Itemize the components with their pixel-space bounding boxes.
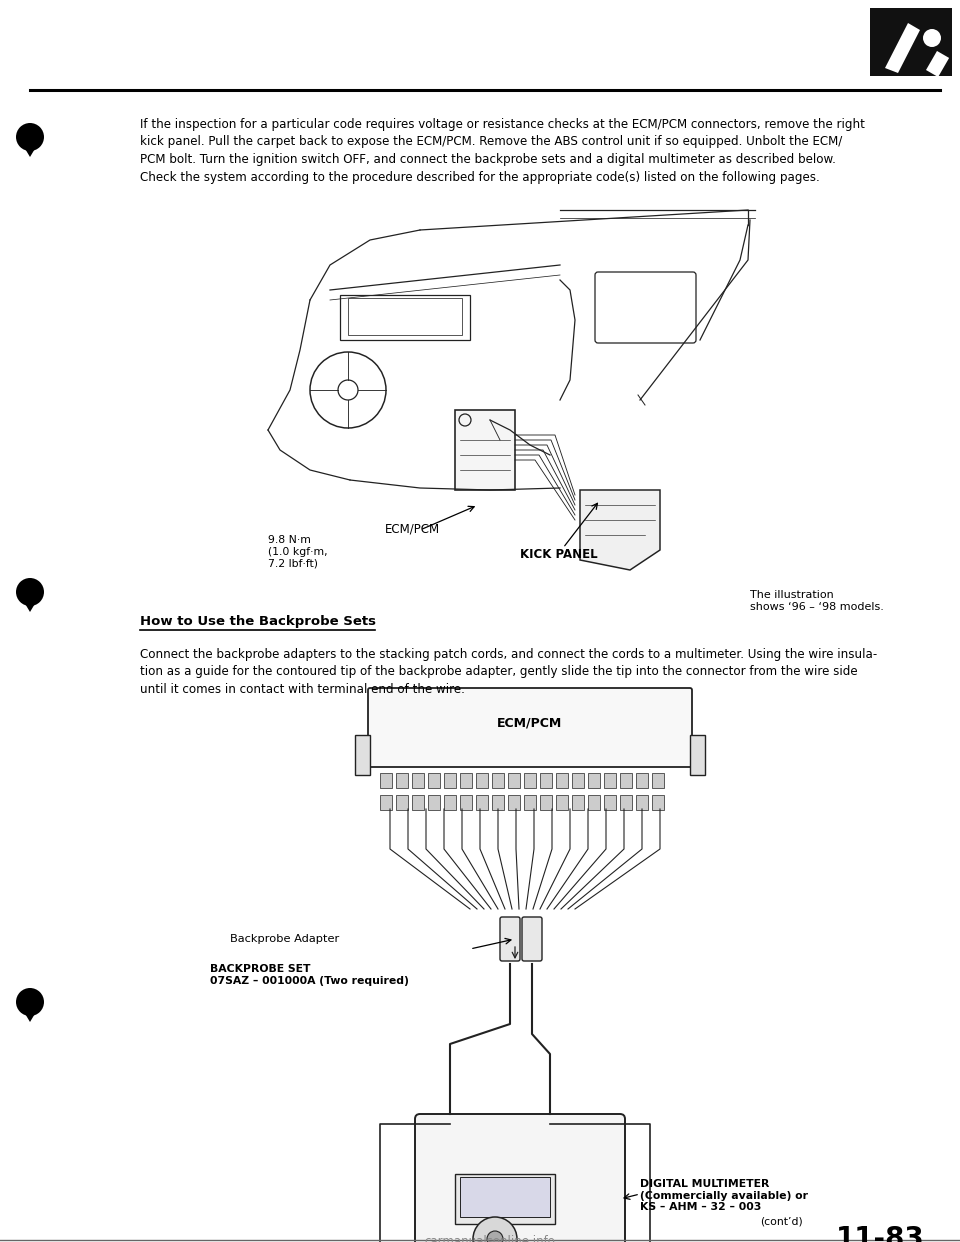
Bar xyxy=(428,795,440,810)
Text: ECM/PCM: ECM/PCM xyxy=(385,523,440,537)
Bar xyxy=(508,773,520,787)
Bar xyxy=(460,1177,550,1217)
Bar xyxy=(380,773,392,787)
Bar xyxy=(396,773,408,787)
Text: tion as a guide for the contoured tip of the backprobe adapter, gently slide the: tion as a guide for the contoured tip of… xyxy=(140,666,857,678)
Bar xyxy=(588,773,600,787)
Bar xyxy=(572,795,584,810)
Circle shape xyxy=(16,578,44,606)
Text: Connect the backprobe adapters to the stacking patch cords, and connect the cord: Connect the backprobe adapters to the st… xyxy=(140,648,877,661)
Polygon shape xyxy=(18,592,42,612)
Bar xyxy=(620,795,632,810)
Text: carmanualsonline.info: carmanualsonline.info xyxy=(424,1235,556,1242)
Bar xyxy=(492,795,504,810)
Bar xyxy=(340,296,470,340)
Bar xyxy=(636,773,648,787)
Text: DIGITAL MULTIMETER
(Commercially available) or
KS – AHM – 32 – 003: DIGITAL MULTIMETER (Commercially availab… xyxy=(640,1179,808,1212)
Circle shape xyxy=(16,123,44,152)
Bar xyxy=(540,773,552,787)
Circle shape xyxy=(487,1231,503,1242)
Bar xyxy=(476,795,488,810)
Text: Backprobe Adapter: Backprobe Adapter xyxy=(230,934,339,944)
Polygon shape xyxy=(885,24,920,73)
Polygon shape xyxy=(580,491,660,570)
Circle shape xyxy=(473,1217,517,1242)
FancyBboxPatch shape xyxy=(415,1114,625,1242)
Bar xyxy=(556,795,568,810)
Bar xyxy=(690,735,705,775)
Bar xyxy=(540,795,552,810)
Bar xyxy=(412,795,424,810)
Bar xyxy=(476,773,488,787)
Bar xyxy=(492,773,504,787)
Bar xyxy=(620,773,632,787)
Text: How to Use the Backprobe Sets: How to Use the Backprobe Sets xyxy=(140,615,376,628)
Bar xyxy=(508,795,520,810)
Bar xyxy=(455,410,515,491)
Bar xyxy=(396,795,408,810)
Text: The illustration
shows ‘96 – ‘98 models.: The illustration shows ‘96 – ‘98 models. xyxy=(750,590,884,611)
Text: (cont’d): (cont’d) xyxy=(760,1217,803,1227)
Bar xyxy=(455,1174,555,1225)
Bar xyxy=(428,773,440,787)
Bar xyxy=(348,298,462,335)
Bar xyxy=(572,773,584,787)
Bar xyxy=(870,7,952,76)
Bar xyxy=(412,773,424,787)
Text: kick panel. Pull the carpet back to expose the ECM/PCM. Remove the ABS control u: kick panel. Pull the carpet back to expo… xyxy=(140,135,842,149)
Bar xyxy=(588,795,600,810)
Polygon shape xyxy=(18,137,42,156)
Bar xyxy=(604,795,616,810)
Bar xyxy=(355,735,370,775)
Polygon shape xyxy=(18,1002,42,1022)
Bar xyxy=(604,773,616,787)
Text: ECM/PCM: ECM/PCM xyxy=(497,715,563,729)
Circle shape xyxy=(923,29,941,47)
Text: until it comes in contact with terminal end of the wire.: until it comes in contact with terminal … xyxy=(140,683,465,696)
Bar xyxy=(556,773,568,787)
Bar xyxy=(524,795,536,810)
Text: KICK PANEL: KICK PANEL xyxy=(520,548,598,561)
Circle shape xyxy=(16,987,44,1016)
Bar xyxy=(636,795,648,810)
Text: Check the system according to the procedure described for the appropriate code(s: Check the system according to the proced… xyxy=(140,170,820,184)
Bar xyxy=(380,795,392,810)
Bar xyxy=(460,795,472,810)
Bar xyxy=(652,773,664,787)
FancyBboxPatch shape xyxy=(368,688,692,768)
Bar xyxy=(652,795,664,810)
Bar xyxy=(444,795,456,810)
Bar xyxy=(926,51,949,77)
Text: If the inspection for a particular code requires voltage or resistance checks at: If the inspection for a particular code … xyxy=(140,118,865,130)
Text: BACKPROBE SET
07SAZ – 001000A (Two required): BACKPROBE SET 07SAZ – 001000A (Two requi… xyxy=(210,964,409,986)
Bar xyxy=(444,773,456,787)
Bar xyxy=(460,773,472,787)
FancyBboxPatch shape xyxy=(500,917,520,961)
Text: PCM bolt. Turn the ignition switch OFF, and connect the backprobe sets and a dig: PCM bolt. Turn the ignition switch OFF, … xyxy=(140,153,836,166)
Bar xyxy=(524,773,536,787)
Text: 9.8 N·m
(1.0 kgf·m,
7.2 lbf·ft): 9.8 N·m (1.0 kgf·m, 7.2 lbf·ft) xyxy=(268,535,327,568)
FancyBboxPatch shape xyxy=(522,917,542,961)
Text: 11-83: 11-83 xyxy=(835,1225,924,1242)
